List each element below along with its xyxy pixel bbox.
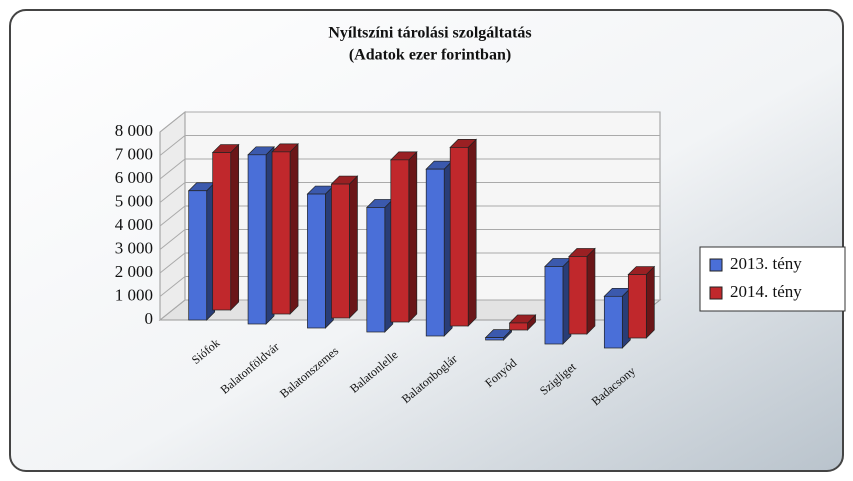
bar (331, 183, 350, 319)
bar (188, 190, 208, 321)
bar (509, 322, 528, 331)
y-tick-label: 2 000 (115, 262, 153, 281)
legend (699, 246, 846, 312)
bar-side (408, 151, 418, 323)
grid-line (159, 135, 660, 156)
y-tick-label: 7 000 (115, 144, 153, 163)
bar-side (230, 143, 240, 311)
y-tick-label: 1 000 (115, 285, 153, 304)
bar (212, 152, 232, 311)
bar-side (645, 265, 655, 339)
bar (247, 154, 267, 325)
y-tick-label: 3 000 (115, 238, 153, 257)
y-tick-label: 4 000 (115, 215, 153, 234)
bar (603, 295, 623, 349)
bar-side (349, 175, 358, 319)
bar-side (467, 138, 477, 327)
y-tick-label: 8 000 (115, 121, 153, 140)
legend-swatch (709, 286, 723, 300)
grid-line (159, 299, 660, 321)
y-tick-label: 5 000 (115, 191, 153, 210)
bar (485, 337, 504, 341)
y-tick-label: 6 000 (115, 168, 153, 187)
chart-subtitle: (Adatok ezer forintban) (349, 47, 511, 64)
bar (425, 168, 445, 337)
grid-line (159, 111, 660, 133)
bar (449, 147, 469, 327)
grid-line (159, 276, 660, 297)
grid-line (159, 252, 660, 274)
bar-side (586, 247, 596, 335)
bar (568, 256, 588, 335)
legend-label: 2013. tény (730, 254, 802, 273)
grid-line (159, 205, 660, 227)
y-tick-label: 0 (145, 309, 154, 328)
bar (307, 193, 326, 329)
bar (390, 159, 410, 323)
chart-title: Nyíltszíni tárolási szolgáltatás (328, 25, 531, 42)
grid-line (159, 229, 660, 250)
grid-line (159, 158, 660, 180)
legend-label: 2014. tény (730, 282, 802, 301)
bar-side (289, 143, 299, 315)
bar (627, 274, 647, 339)
legend-swatch (709, 258, 723, 272)
bar (271, 151, 291, 315)
grid-line (159, 182, 660, 203)
bar (366, 207, 386, 333)
bar (544, 266, 564, 345)
